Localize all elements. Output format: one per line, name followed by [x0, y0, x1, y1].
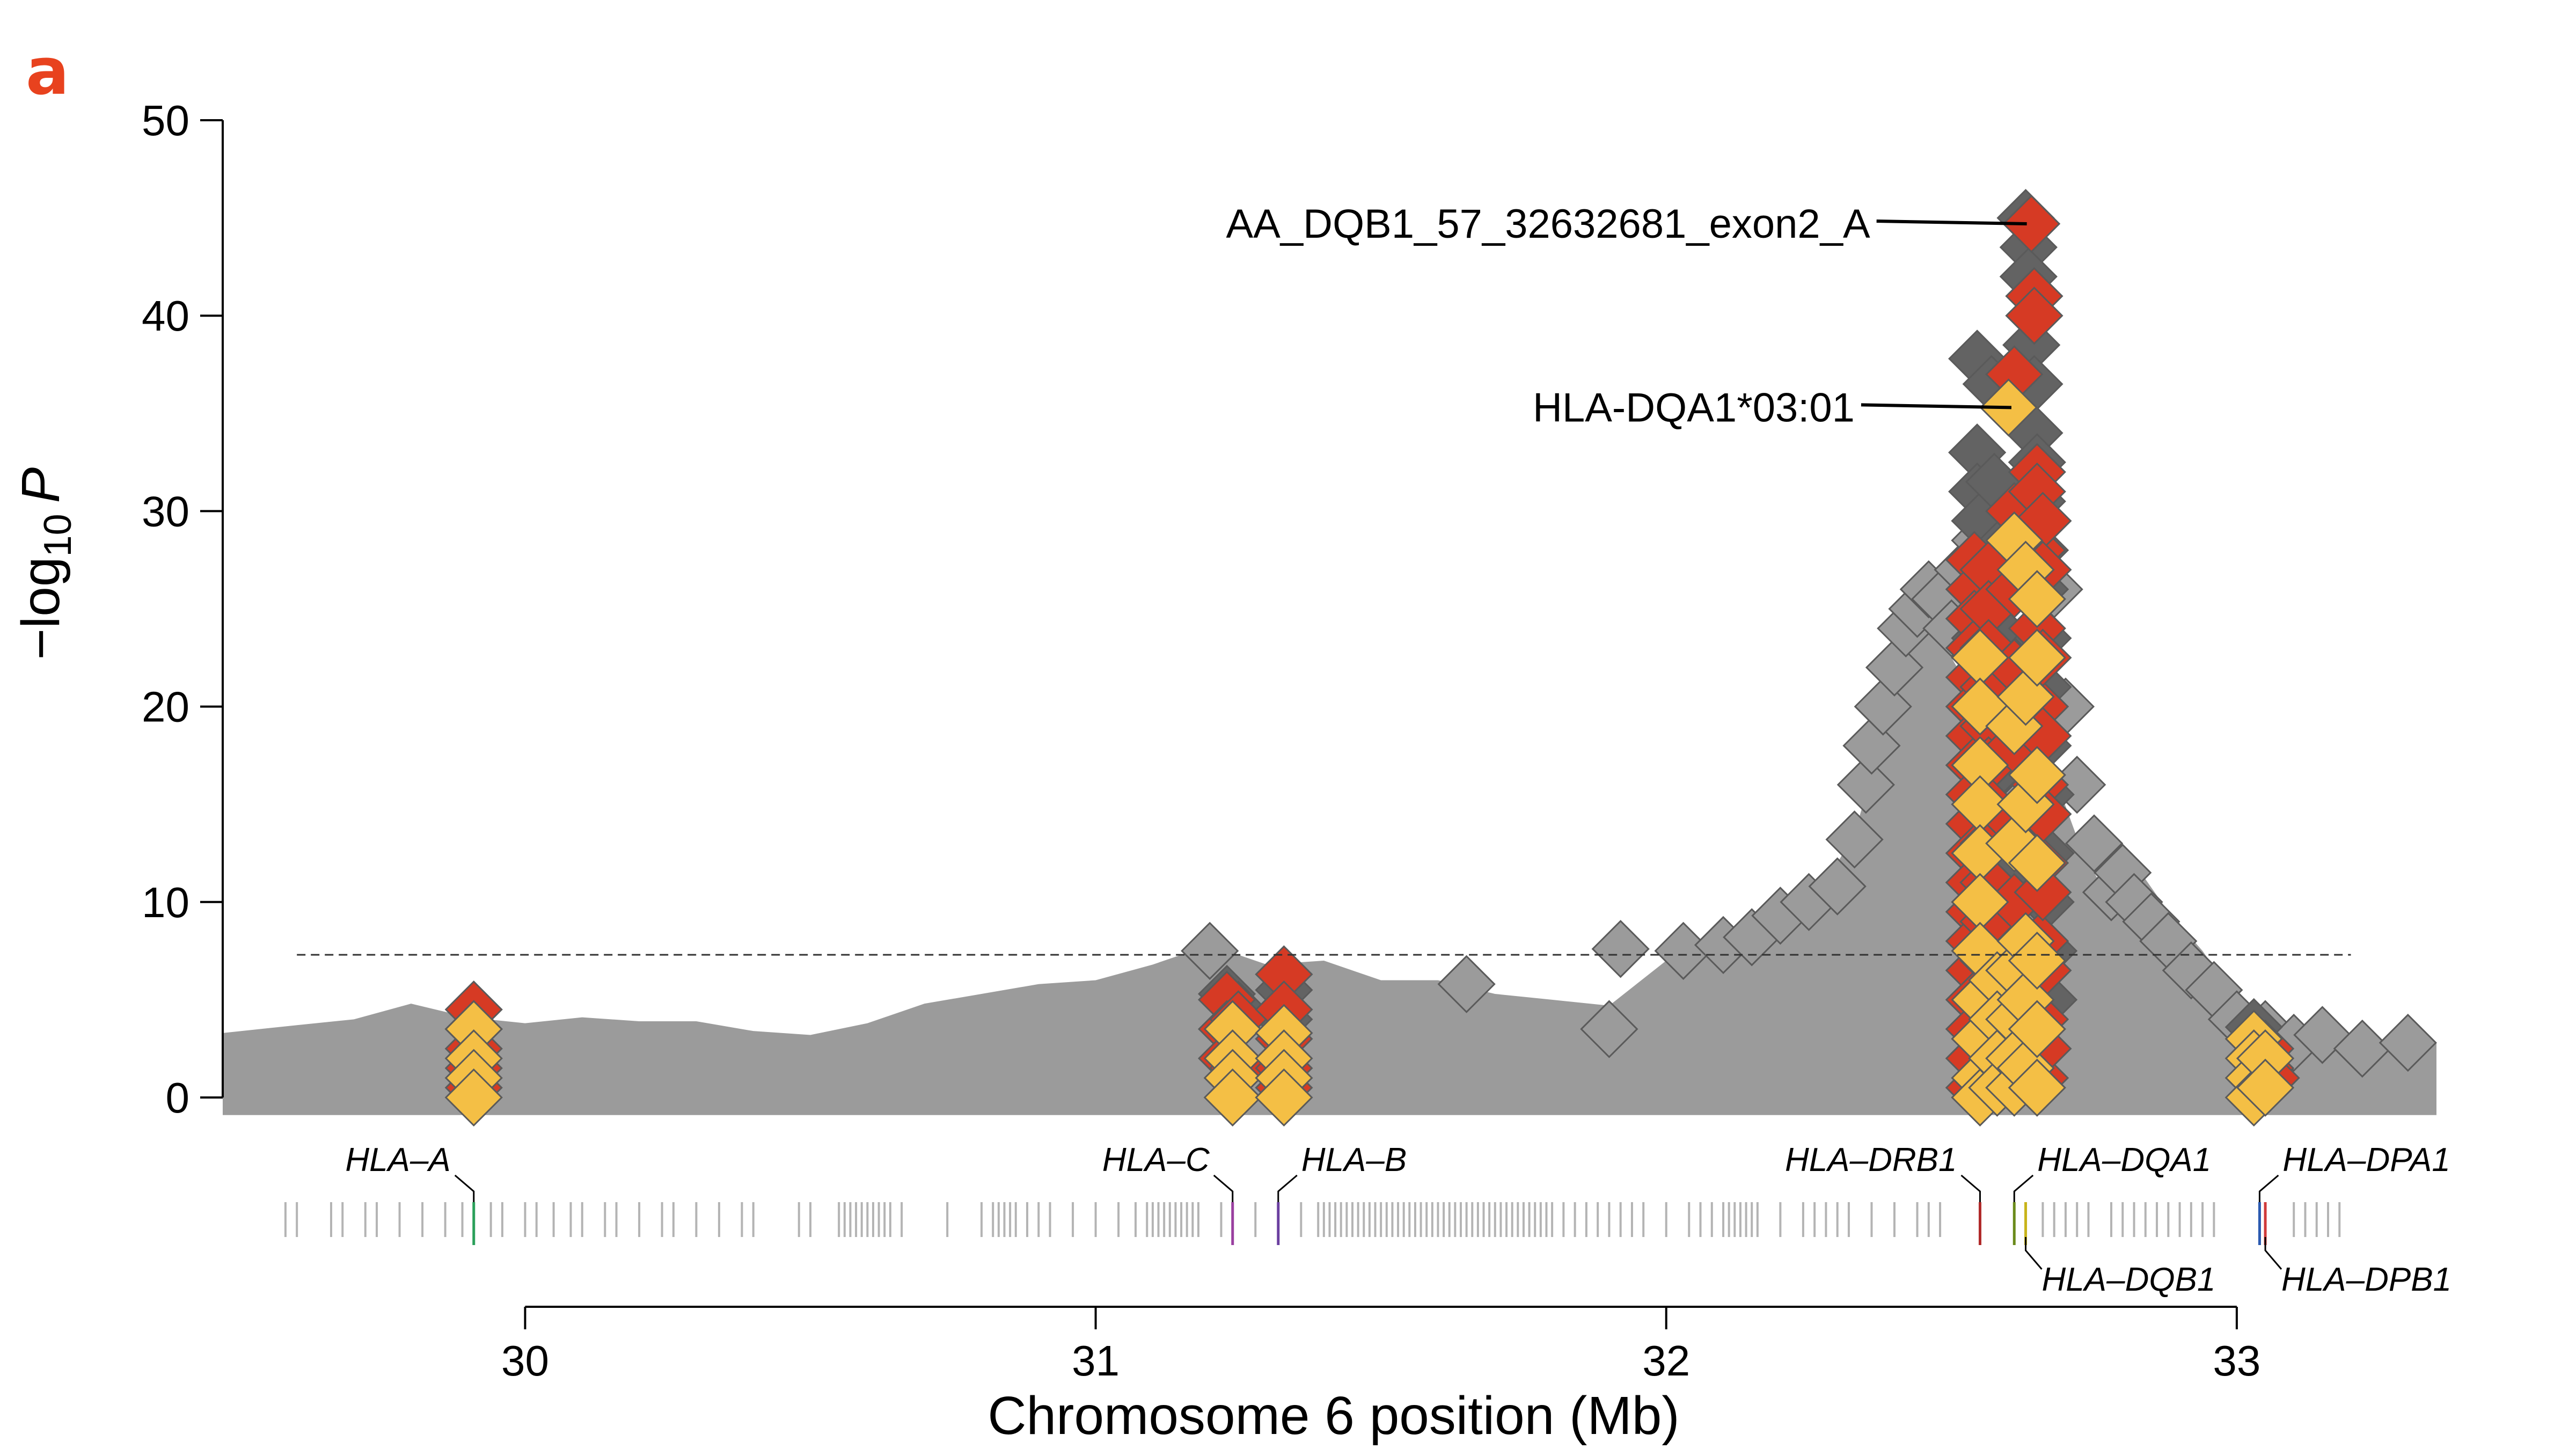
snp-point: [2008, 745, 2066, 804]
gene-label-leader: [454, 1174, 475, 1202]
snp-point: [1836, 756, 1895, 814]
annotation-label: AA_DQB1_57_32632681_exon2_A: [1226, 201, 1870, 247]
annotation-leader: [1861, 403, 2012, 409]
gene-label-leader: [1213, 1174, 1234, 1202]
annotation-leader: [1876, 219, 2027, 226]
y-tick-label: 30: [142, 487, 189, 535]
snp-point: [1437, 955, 1496, 1013]
snp-point: [1996, 668, 2055, 726]
gene-label: HLA–B: [1301, 1141, 1407, 1179]
snp-point: [2379, 1013, 2437, 1072]
snp-point: [2008, 1058, 2066, 1117]
y-axis-title-subscript: 10: [36, 514, 79, 557]
annotation-label: HLA-DQA1*03:01: [1533, 385, 1855, 430]
x-tick-label: 31: [1072, 1337, 1119, 1385]
snp-point: [2008, 1000, 2066, 1058]
gene-label-leader: [2258, 1174, 2279, 1202]
gene-label-leader: [2013, 1174, 2034, 1202]
gene-label: HLA–DRB1: [1785, 1141, 1957, 1179]
gene-label: HLA–DPB1: [2281, 1261, 2451, 1298]
y-axis-title: −log10 P: [11, 467, 79, 660]
annotations: AA_DQB1_57_32632681_exon2_A HLA-DQA1*03:0…: [1226, 201, 2027, 430]
snp-point: [2005, 287, 2063, 345]
y-tick-label: 0: [166, 1074, 190, 1122]
y-tick-label: 40: [142, 292, 189, 340]
y-axis-title-prefix: −log: [11, 557, 71, 660]
gene-label-leader: [1960, 1174, 1981, 1202]
series-3: [444, 378, 2295, 1127]
snp-point: [2008, 931, 2066, 990]
snp-point: [2293, 1006, 2352, 1064]
snp-point: [1825, 810, 1884, 869]
x-tick-label: 33: [2213, 1337, 2260, 1385]
snp-point: [2333, 1019, 2391, 1078]
snp-point: [2236, 1058, 2295, 1117]
snp-point: [444, 1068, 503, 1127]
gene-label: HLA–DPA1: [2282, 1141, 2450, 1179]
x-axis: 30 31 32 33: [501, 1306, 2260, 1385]
snp-point: [2162, 941, 2220, 1000]
gene-label: HLA–DQB1: [2042, 1261, 2216, 1298]
gene-label: HLA–A: [345, 1141, 450, 1179]
gene-label-leader: [2025, 1237, 2043, 1270]
snp-point: [2002, 194, 2061, 253]
y-axis: 0 10 20 30 40 50: [142, 97, 224, 1122]
y-tick-label: 10: [142, 879, 189, 926]
snp-point: [2065, 814, 2124, 873]
panel-label: a: [26, 35, 69, 109]
x-tick-label: 32: [1642, 1337, 1690, 1385]
x-axis-title: Chromosome 6 position (Mb): [987, 1386, 1679, 1446]
snp-point: [1255, 1068, 1313, 1127]
snp-point: [2008, 833, 2066, 892]
background-snp-band: [223, 579, 2436, 1115]
snp-point: [2014, 863, 2072, 921]
x-tick-label: 30: [501, 1337, 549, 1385]
snp-point: [1591, 920, 1650, 978]
y-tick-label: 50: [142, 97, 189, 144]
snp-point: [1181, 921, 1239, 980]
gene-track: HLA–A HLA–C HLA–B HLA–DRB1 HLA–DQA1 HLA–DQB1 H…: [284, 1141, 2451, 1298]
snp-point: [1580, 1000, 1638, 1058]
snp-point: [2008, 570, 2066, 628]
snp-point: [1842, 716, 1901, 775]
snp-point: [2008, 628, 2066, 687]
background-snp-area: [223, 579, 2436, 1115]
gene-label-leader: [1277, 1174, 1298, 1202]
snp-point: [1808, 857, 1867, 916]
snp-points: [444, 188, 2437, 1127]
gene-label: HLA–DQA1: [2037, 1141, 2211, 1179]
gene-label: HLA–C: [1102, 1141, 1210, 1179]
gene-label-leader: [2264, 1237, 2282, 1270]
snp-point: [1203, 1068, 1262, 1127]
y-tick-label: 20: [142, 683, 189, 731]
y-axis-title-suffix: P: [11, 467, 71, 503]
